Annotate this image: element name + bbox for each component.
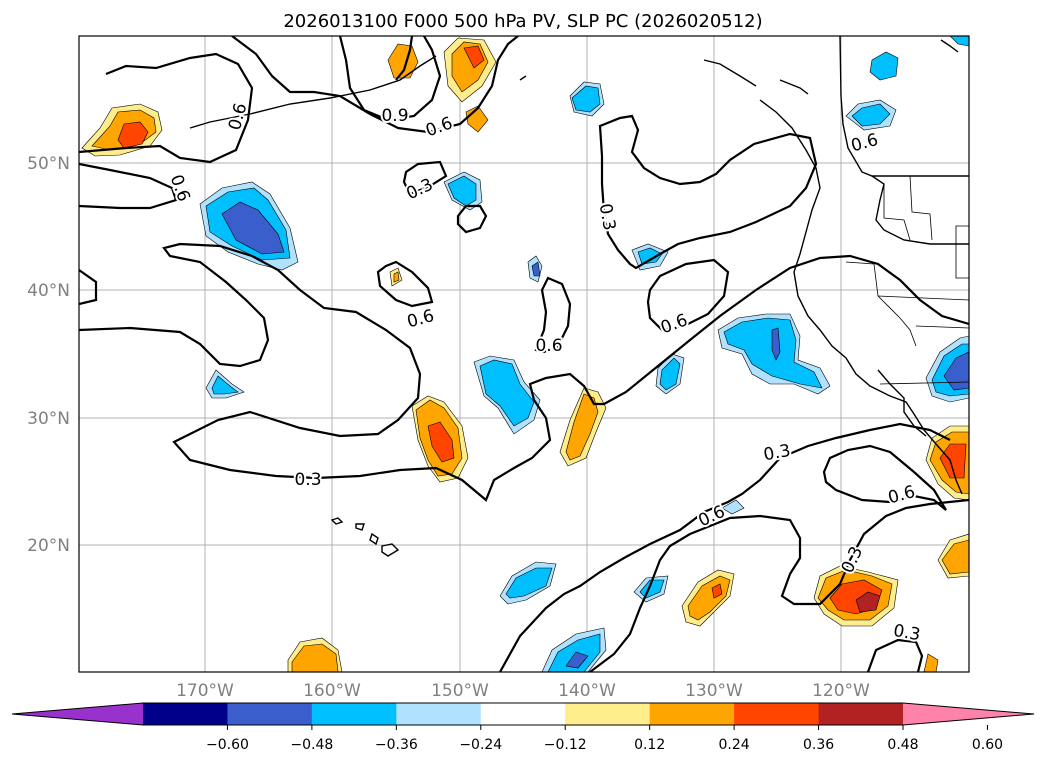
lon-label: 160°W bbox=[303, 681, 361, 701]
lat-label: 40°N bbox=[27, 281, 70, 301]
lat-label: 50°N bbox=[27, 154, 70, 174]
colorbar bbox=[11, 702, 1035, 726]
colorbar-tick-label: −0.48 bbox=[290, 737, 333, 753]
colorbar-segment bbox=[734, 703, 820, 725]
latitude-labels: 50°N 40°N 30°N 20°N bbox=[27, 154, 70, 556]
colorbar-tick-label: 0.48 bbox=[887, 737, 918, 753]
colorbar-extend-high bbox=[903, 703, 1034, 725]
contour-label: 0.3 bbox=[892, 621, 922, 645]
lon-label: 120°W bbox=[812, 681, 870, 701]
colorbar-tick-label: −0.12 bbox=[544, 737, 587, 753]
colorbar-segment bbox=[143, 703, 228, 725]
map-title: 2026013100 F000 500 hPa PV, SLP PC (2026… bbox=[283, 11, 762, 32]
longitude-labels: 170°W 160°W 150°W 140°W 130°W 120°W bbox=[176, 681, 870, 701]
colorbar-segment bbox=[480, 703, 566, 725]
lon-label: 150°W bbox=[431, 681, 489, 701]
colorbar-segment bbox=[396, 703, 482, 725]
colorbar-segment bbox=[649, 703, 735, 725]
coastlines bbox=[189, 36, 969, 557]
pv-shading bbox=[81, 36, 969, 672]
contour-label: 0.3 bbox=[294, 470, 321, 490]
colorbar-tick-label: 0.24 bbox=[719, 737, 750, 753]
contour-label: 0.9 bbox=[381, 106, 408, 126]
colorbar-tick-label: −0.24 bbox=[459, 737, 502, 753]
lon-label: 140°W bbox=[558, 681, 616, 701]
colorbar-segment bbox=[818, 703, 904, 725]
colorbar-tick-label: 0.60 bbox=[972, 737, 1003, 753]
state-borders bbox=[845, 175, 969, 385]
lon-label: 170°W bbox=[176, 681, 234, 701]
contour-label: 0.6 bbox=[535, 336, 562, 356]
colorbar-tick-label: 0.36 bbox=[803, 737, 834, 753]
colorbar-outline bbox=[11, 702, 1035, 726]
lon-label: 130°W bbox=[685, 681, 743, 701]
colorbar-segment bbox=[311, 703, 397, 725]
map-frame bbox=[78, 35, 970, 673]
colorbar-tick-label: −0.36 bbox=[375, 737, 418, 753]
slp-contours bbox=[79, 36, 969, 672]
colorbar-ticks: −0.60 −0.48 −0.36 −0.24 −0.12 0.12 0.24 0.36 0.4… bbox=[206, 725, 1003, 753]
lat-label: 20°N bbox=[27, 536, 70, 556]
lat-label: 30°N bbox=[27, 409, 70, 429]
colorbar-segment bbox=[227, 703, 313, 725]
colorbar-tick-label: 0.12 bbox=[634, 737, 665, 753]
map-area bbox=[79, 36, 969, 672]
colorbar-extend-low bbox=[12, 703, 143, 725]
colorbar-tick-label: −0.60 bbox=[206, 737, 249, 753]
colorbar-segment bbox=[565, 703, 651, 725]
